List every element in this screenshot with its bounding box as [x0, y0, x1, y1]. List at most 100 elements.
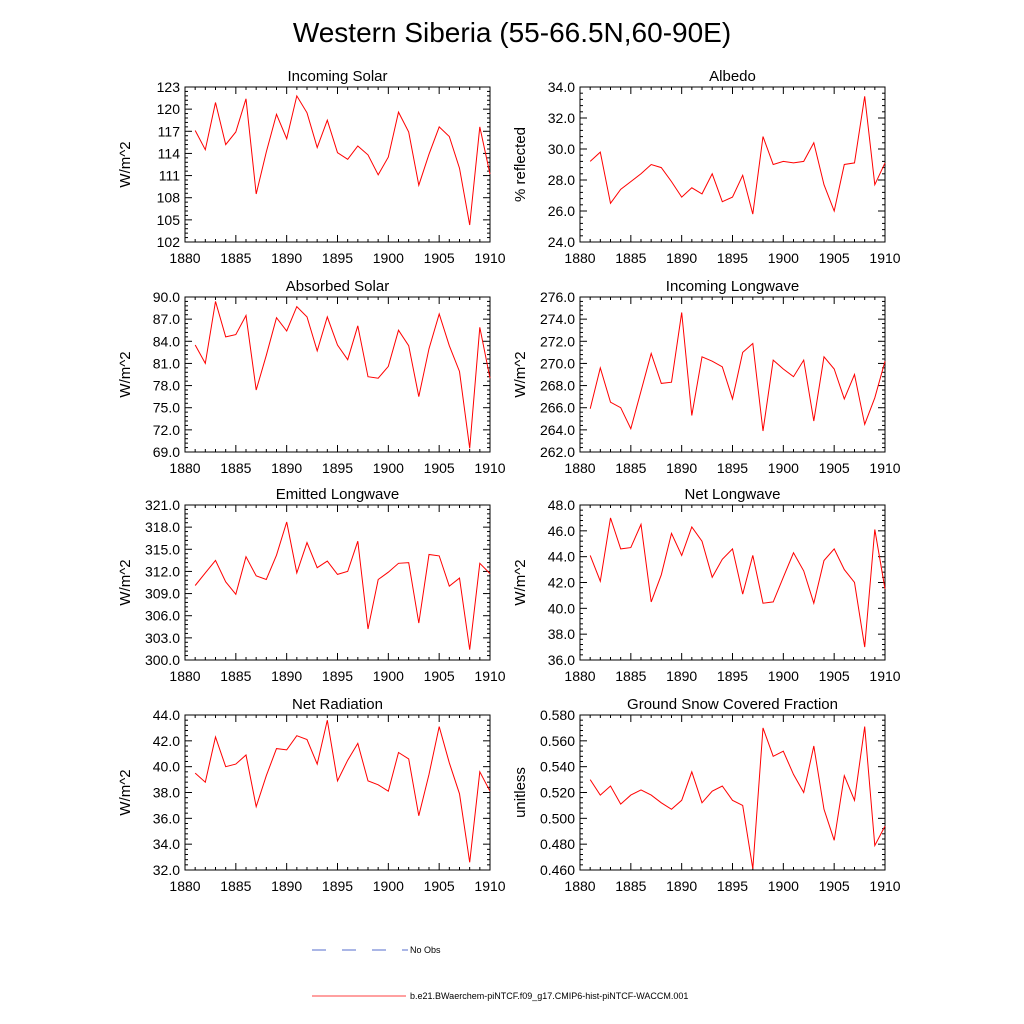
- x-tick-label: 1885: [220, 460, 251, 476]
- x-tick-label: 1880: [564, 878, 595, 894]
- plot-frame: [184, 86, 491, 243]
- y-tick-label: 34.0: [548, 79, 575, 95]
- x-tick-label: 1905: [424, 460, 455, 476]
- x-tick-label: 1900: [768, 878, 799, 894]
- plot-frame: [184, 296, 491, 453]
- x-tick-label: 1900: [373, 878, 404, 894]
- x-tick-label: 1895: [717, 250, 748, 266]
- x-tick-label: 1910: [869, 878, 900, 894]
- y-axis-label: W/m^2: [117, 769, 134, 815]
- plot-frame: [184, 504, 491, 661]
- y-tick-label: 0.540: [540, 759, 575, 775]
- x-tick-label: 1880: [564, 668, 595, 684]
- y-tick-label: 117: [158, 123, 181, 139]
- y-tick-label: 36.0: [153, 810, 180, 826]
- y-axis-label: W/m^2: [512, 559, 529, 605]
- panel-title: Absorbed Solar: [286, 278, 389, 295]
- y-tick-label: 276.0: [540, 289, 575, 305]
- x-tick-label: 1900: [768, 460, 799, 476]
- y-tick-label: 102: [157, 234, 181, 250]
- x-tick-label: 1890: [666, 250, 697, 266]
- y-tick-label: 48.0: [548, 497, 575, 513]
- y-tick-label: 44.0: [548, 549, 575, 565]
- panel-title: Net Longwave: [685, 486, 781, 503]
- y-tick-label: 268.0: [540, 378, 575, 394]
- x-tick-label: 1880: [564, 460, 595, 476]
- y-tick-label: 0.520: [540, 785, 575, 801]
- x-tick-label: 1910: [474, 460, 505, 476]
- y-tick-label: 0.480: [540, 836, 575, 852]
- y-tick-label: 312.0: [145, 563, 180, 579]
- x-tick-label: 1890: [271, 250, 302, 266]
- plot-frame: [184, 714, 491, 871]
- panel-emitted-longwave: Emitted Longwave W/m^2 1880 1885 1890 1895 190…: [117, 486, 506, 684]
- y-tick-label: 69.0: [153, 444, 180, 460]
- panel-incoming-solar: Incoming Solar W/m^2 1880 1885 1890 1895 1900 1…: [117, 68, 506, 266]
- x-tick-label: 1885: [220, 878, 251, 894]
- x-tick-label: 1905: [819, 250, 850, 266]
- legend-entry-model: b.e21.BWaerchem-piNTCF.f09_g17.CMIP6-his…: [312, 991, 688, 1001]
- y-tick-label: 24.0: [548, 234, 575, 250]
- series-line-albedo: [589, 96, 886, 215]
- y-tick-label: 75.0: [153, 400, 180, 416]
- x-tick-label: 1895: [322, 250, 353, 266]
- y-tick-label: 90.0: [153, 289, 180, 305]
- x-tick-label: 1910: [869, 460, 900, 476]
- x-tick-label: 1890: [666, 460, 697, 476]
- series-line-emitted-longwave: [194, 521, 491, 650]
- plot-frame: [579, 714, 886, 871]
- x-tick-label: 1910: [474, 250, 505, 266]
- series-line-net-radiation: [194, 720, 491, 863]
- panel-title: Incoming Solar: [287, 68, 387, 85]
- plot-frame: [579, 296, 886, 453]
- x-tick-label: 1900: [373, 460, 404, 476]
- x-tick-label: 1885: [220, 250, 251, 266]
- panel-albedo: Albedo % reflected 1880 1885 1890 1895 1900 190…: [512, 68, 901, 266]
- y-tick-label: 42.0: [548, 575, 575, 591]
- panel-title: Ground Snow Covered Fraction: [627, 696, 838, 713]
- x-tick-label: 1905: [424, 250, 455, 266]
- x-tick-label: 1905: [424, 878, 455, 894]
- x-tick-label: 1895: [322, 878, 353, 894]
- x-tick-label: 1905: [819, 878, 850, 894]
- x-tick-label: 1885: [615, 250, 646, 266]
- y-tick-label: 108: [157, 190, 181, 206]
- y-tick-label: 72.0: [153, 422, 180, 438]
- x-tick-label: 1910: [869, 250, 900, 266]
- legend: No Obs b.e21.BWaerchem-piNTCF.f09_g17.CM…: [312, 945, 688, 1001]
- x-tick-label: 1890: [271, 668, 302, 684]
- panels-group: Incoming Solar W/m^2 1880 1885 1890 1895 1900 1…: [117, 68, 901, 894]
- x-tick-label: 1880: [169, 878, 200, 894]
- y-tick-label: 315.0: [145, 541, 180, 557]
- x-tick-label: 1880: [564, 250, 595, 266]
- y-tick-label: 46.0: [548, 523, 575, 539]
- panel-title: Albedo: [709, 68, 756, 85]
- plot-frame: [579, 504, 886, 661]
- y-tick-label: 38.0: [153, 785, 180, 801]
- x-tick-label: 1880: [169, 668, 200, 684]
- x-tick-label: 1890: [666, 668, 697, 684]
- y-tick-label: 34.0: [153, 836, 180, 852]
- x-tick-label: 1900: [768, 668, 799, 684]
- y-tick-label: 300.0: [145, 652, 180, 668]
- y-tick-label: 0.460: [540, 862, 575, 878]
- y-tick-label: 274.0: [540, 311, 575, 327]
- y-axis-label: W/m^2: [117, 559, 134, 605]
- y-tick-label: 306.0: [145, 608, 180, 624]
- y-tick-label: 81.0: [153, 355, 180, 371]
- y-tick-label: 270.0: [540, 355, 575, 371]
- x-tick-label: 1895: [717, 878, 748, 894]
- plot-frame: [579, 86, 886, 243]
- y-tick-label: 111: [159, 168, 180, 184]
- y-tick-label: 32.0: [153, 862, 180, 878]
- y-tick-label: 309.0: [145, 586, 180, 602]
- x-tick-label: 1890: [271, 878, 302, 894]
- x-tick-label: 1910: [474, 668, 505, 684]
- x-tick-label: 1900: [768, 250, 799, 266]
- y-tick-label: 28.0: [548, 172, 575, 188]
- panel-net-longwave: Net Longwave W/m^2 1880 1885 1890 1895 1900 190…: [512, 486, 901, 684]
- x-tick-label: 1900: [373, 668, 404, 684]
- y-tick-label: 42.0: [153, 733, 180, 749]
- y-tick-label: 264.0: [540, 422, 575, 438]
